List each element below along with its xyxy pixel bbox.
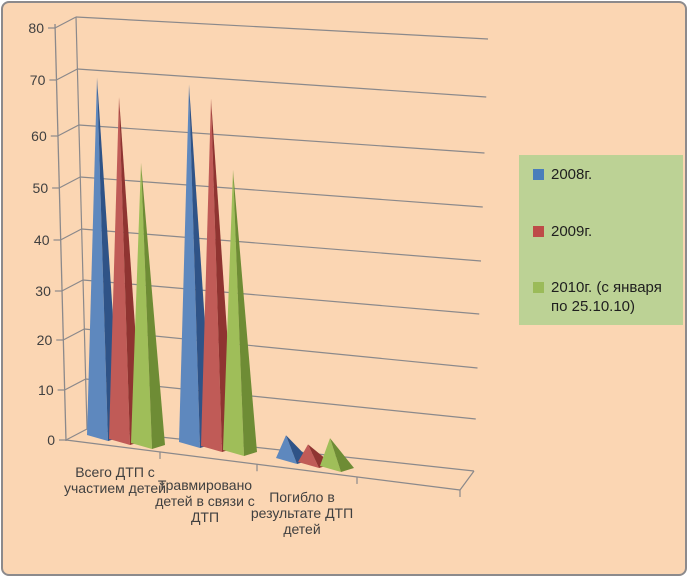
y-axis-tick-label: 40: [33, 232, 50, 248]
pyramid-2009г-cat3-left-face[interactable]: [298, 444, 319, 468]
pyramid-2008г-cat2-left-face[interactable]: [179, 84, 200, 449]
legend-item-2009[interactable]: 2009г.: [519, 212, 683, 269]
pyramid-2008г-cat1-left-face[interactable]: [87, 77, 108, 442]
gridline-back-wall: [81, 228, 482, 262]
legend-label: 2010г. (с января по 25.10.10): [551, 278, 662, 316]
pyramid-2009г-cat2-left-face[interactable]: [201, 98, 222, 453]
legend-label: 2009г.: [551, 222, 592, 241]
category-axis-label: Травмировано детей в связи с ДТП: [139, 477, 271, 525]
gridline-back-wall: [80, 176, 483, 208]
gridline-side-wall: [56, 68, 78, 81]
back-wall-left-edge: [75, 16, 88, 430]
y-axis-tick-label: 20: [36, 332, 53, 348]
gridline-back-wall: [78, 124, 485, 154]
legend-item-2010[interactable]: 2010г. (с января по 25.10.10): [519, 268, 683, 325]
legend-label-line: 2009г.: [551, 222, 593, 240]
gridline-side-wall: [65, 428, 88, 441]
category-label-line: Всего ДТП с: [75, 464, 155, 480]
y-axis-tick-label: 0: [47, 432, 55, 448]
legend-label-line: 2010г. (с января: [551, 279, 662, 297]
pyramid-2010г-cat3-right-face[interactable]: [330, 438, 354, 472]
category-axis-label: Всего ДТП с участием детей: [49, 464, 181, 496]
y-axis-tick-label: 30: [35, 283, 51, 299]
legend-item-2008[interactable]: 2008г.: [519, 155, 683, 212]
gridline-side-wall: [62, 328, 85, 341]
pyramid-2010г-cat2-left-face[interactable]: [223, 169, 244, 456]
floor-right-edge: [459, 470, 475, 491]
pyramid-2010г-cat1-right-face[interactable]: [141, 162, 165, 449]
gridline-side-wall: [54, 16, 77, 29]
category-label-line: ДТП: [190, 509, 220, 525]
y-axis-line: [54, 23, 67, 442]
legend-swatch-icon: [533, 225, 544, 237]
pyramid-2009г-cat1-left-face[interactable]: [109, 96, 130, 445]
category-label-line: детей в связи с: [155, 493, 255, 509]
gridline-side-wall: [57, 124, 80, 137]
legend-label-line: по 25.10.10): [551, 298, 636, 316]
y-axis-tick-label: 50: [32, 180, 49, 196]
category-label-line: Погибло в: [269, 489, 335, 505]
category-label-line: Травмировано: [157, 477, 253, 493]
legend: 2008г. 2009г. 2010г. (с января по 25.10.10): [519, 155, 683, 325]
pyramid-2008г-cat3-left-face[interactable]: [276, 435, 297, 464]
category-axis-label: Погибло в результате ДТП детей: [236, 489, 368, 537]
pyramid-2010г-cat3-left-face[interactable]: [320, 438, 341, 472]
pyramid-2010г-cat1-left-face[interactable]: [131, 162, 152, 449]
gridline-side-wall: [58, 176, 81, 189]
legend-label-line: 2008г.: [551, 166, 593, 183]
category-axis-line: [65, 439, 461, 491]
gridline-side-wall: [60, 228, 82, 241]
category-label-line: участием детей: [64, 480, 166, 496]
y-axis-tick-label: 70: [29, 72, 46, 88]
legend-swatch-icon: [533, 282, 544, 294]
y-axis-tick-label: 80: [28, 20, 44, 36]
gridline-back-wall: [77, 68, 487, 98]
category-label-line: результате ДТП: [250, 505, 354, 521]
gridline-side-wall: [64, 378, 86, 391]
legend-swatch-icon: [533, 169, 544, 180]
gridline-side-wall: [61, 279, 84, 292]
category-label-line: детей: [283, 521, 321, 537]
legend-label: 2008г.: [551, 165, 592, 184]
y-axis-tick-label: 60: [31, 128, 47, 144]
pyramid-2010г-cat2-right-face[interactable]: [233, 169, 257, 456]
y-axis-tick-label: 10: [38, 382, 54, 398]
gridline-back-wall: [75, 16, 489, 40]
